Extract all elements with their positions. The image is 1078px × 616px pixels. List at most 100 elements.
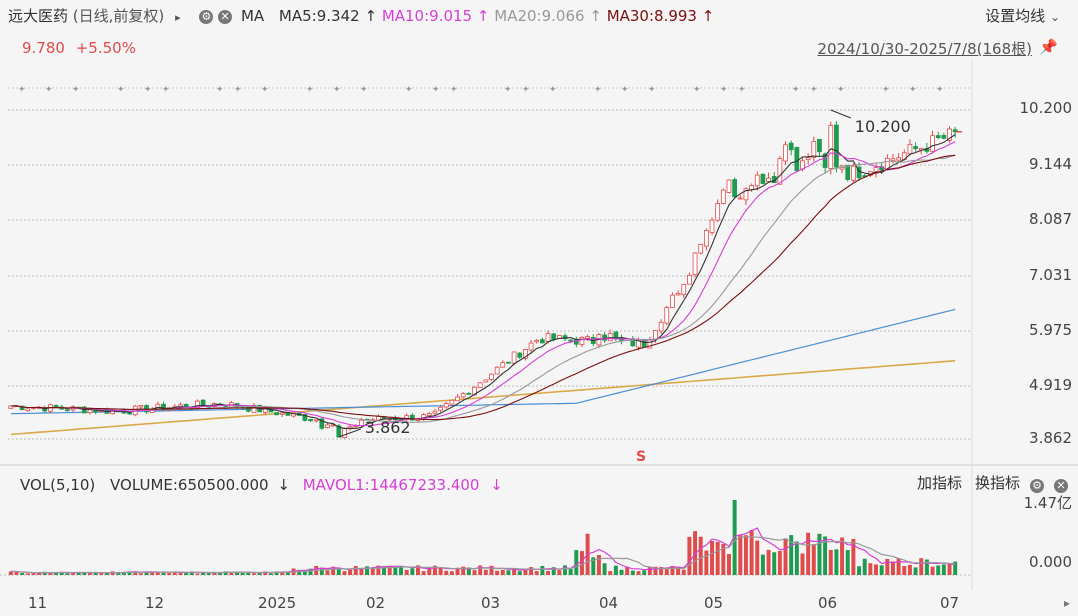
price-info: 9.780 +5.50%	[22, 38, 136, 58]
x-tick: 04	[599, 594, 619, 612]
volume-bar	[466, 567, 471, 575]
volume-bar	[82, 572, 87, 575]
gear-icon[interactable]: ⚙	[199, 9, 214, 24]
candle	[935, 135, 941, 139]
candle	[523, 349, 528, 359]
candle	[783, 144, 788, 162]
volume-bar	[54, 572, 59, 575]
volume-bar	[178, 572, 183, 575]
volume-bar	[285, 571, 290, 575]
candle	[477, 382, 483, 388]
add-indicator-button[interactable]: 加指标	[916, 474, 962, 492]
low-pointer	[338, 428, 361, 438]
volume-bar	[432, 565, 437, 575]
candle	[539, 339, 545, 344]
candle	[822, 153, 828, 168]
candle	[466, 392, 472, 395]
volume-bar	[382, 566, 387, 575]
high-label: 10.200	[855, 117, 911, 136]
pin-icon[interactable]: 📌	[1039, 38, 1058, 56]
volume-bar	[500, 569, 505, 575]
candle	[709, 219, 715, 233]
candle	[579, 337, 585, 346]
date-range[interactable]: 2024/10/30-2025/7/8(168根)	[817, 40, 1032, 58]
event-marker-icon: ✦	[18, 85, 26, 95]
candle	[308, 419, 313, 422]
close-icon[interactable]: ✕	[1054, 475, 1068, 494]
ma5-value: MA5:9.342	[278, 7, 360, 25]
volume-bar	[489, 565, 494, 575]
candle	[817, 139, 822, 153]
volume-bar	[823, 536, 828, 575]
volume-bar	[760, 554, 765, 575]
volume-bar	[121, 571, 126, 575]
volume-header: VOL(5,10) VOLUME:650500.000 ↓ MAVOL1:144…	[20, 475, 503, 495]
candle	[726, 179, 732, 193]
event-marker-icon: ✦	[522, 85, 530, 95]
volume-bar	[947, 563, 952, 575]
volume-bar	[353, 566, 358, 575]
low-label: 3.862	[365, 418, 411, 437]
volume-bar	[574, 550, 579, 575]
candle	[409, 414, 415, 421]
event-marker-icon: ✦	[621, 85, 629, 95]
event-marker-icon: ✦	[909, 85, 917, 95]
volume-bar	[557, 570, 562, 575]
price-tick: 3.862	[1029, 429, 1072, 447]
ma20-value: MA20:9.066	[494, 7, 585, 25]
event-marker-icon: ✦	[360, 85, 368, 95]
candle	[274, 412, 279, 416]
mode-arrow-icon[interactable]: ▸	[175, 11, 181, 24]
event-marker-icon: ✦	[810, 85, 818, 95]
switch-indicator-button[interactable]: 换指标	[974, 474, 1020, 492]
ma-settings-button[interactable]: 设置均线 ⌄	[985, 6, 1060, 27]
volume-bar	[608, 571, 613, 575]
volume-bar	[376, 565, 381, 575]
volume-bar	[874, 564, 878, 575]
candle	[483, 379, 489, 383]
volume-bar	[415, 565, 420, 575]
candle	[562, 335, 568, 340]
volume-bar	[794, 541, 799, 575]
volume-bar	[461, 566, 466, 575]
x-tick: 2025	[258, 594, 297, 612]
volume-bar	[48, 572, 53, 575]
volume-bar	[523, 569, 528, 575]
volume-bar	[20, 573, 25, 575]
price-tick: 8.087	[1029, 210, 1072, 228]
volume-bar	[517, 571, 522, 575]
gear-icon[interactable]: ⚙	[1030, 475, 1044, 494]
volume-bar	[596, 555, 601, 575]
vol-label: VOL(5,10)	[20, 476, 96, 494]
chart-header: 远大医药 (日线,前复权) ▸ ⚙ ✕ MA MA5:9.342 ↑ MA10:…	[8, 6, 714, 28]
event-marker-icon: ✦	[720, 85, 728, 95]
candle	[336, 425, 342, 438]
candle	[947, 128, 952, 141]
volume-bar	[619, 569, 624, 575]
event-marker-icon: ✦	[549, 85, 557, 95]
volume-bar	[936, 565, 941, 575]
volume-bar	[331, 566, 336, 575]
volume-bar	[919, 558, 924, 575]
close-icon[interactable]: ✕	[218, 9, 233, 24]
candle	[251, 404, 257, 413]
scroll-right-icon[interactable]: ▸	[1063, 596, 1070, 610]
ma30-line	[10, 154, 956, 421]
ma20-line	[10, 154, 956, 423]
period-mode[interactable]: (日线,前复权)	[72, 7, 165, 25]
volume-bar	[342, 571, 347, 575]
candle	[19, 405, 25, 410]
volume-bar	[896, 558, 901, 575]
candle	[455, 396, 460, 402]
candle	[602, 334, 607, 341]
volume-bar	[710, 540, 714, 575]
candle	[426, 413, 432, 416]
volume-bar	[941, 564, 946, 575]
volume-bar	[591, 557, 596, 575]
x-tick: 07	[940, 594, 960, 612]
candle	[585, 336, 590, 339]
volume-bar	[659, 567, 664, 575]
volume-bar	[845, 550, 850, 575]
volume-bar	[274, 571, 279, 575]
